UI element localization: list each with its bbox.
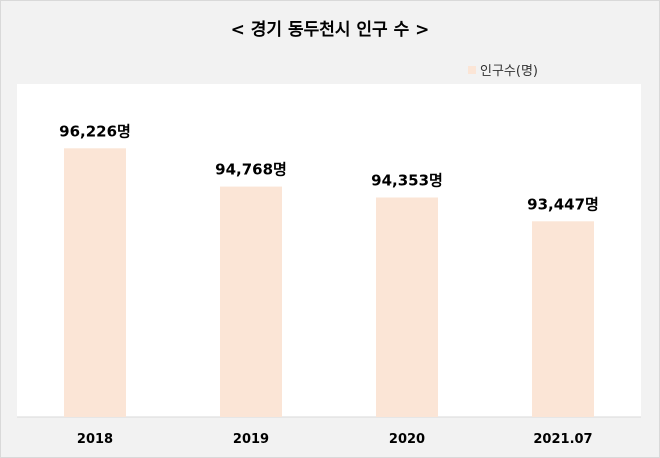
legend-label: 인구수(명): [480, 64, 538, 79]
bars: 96,226명 2018 94,768명 2019 94,353명 2020 93,447명…: [59, 122, 599, 447]
x-tick-label-2020: 2020: [389, 432, 425, 447]
bar-2020: [376, 197, 438, 417]
legend: 인구수(명): [468, 60, 538, 79]
data-label-2021.07: 93,447명: [527, 195, 599, 213]
data-label-2020: 94,353명: [371, 172, 443, 190]
data-label-2018: 96,226명: [59, 122, 131, 140]
bar-2019: [220, 186, 282, 417]
x-tick-label-2021.07: 2021.07: [533, 432, 592, 447]
bar-2018: [64, 148, 126, 418]
bar-2021.07: [532, 221, 594, 417]
x-tick-label-2018: 2018: [77, 432, 113, 447]
chart-title: < 경기 동두천시 인구 수 >: [230, 20, 430, 40]
x-tick-label-2019: 2019: [233, 432, 269, 447]
legend-swatch: [468, 65, 476, 74]
data-label-2019: 94,768명: [215, 161, 287, 179]
